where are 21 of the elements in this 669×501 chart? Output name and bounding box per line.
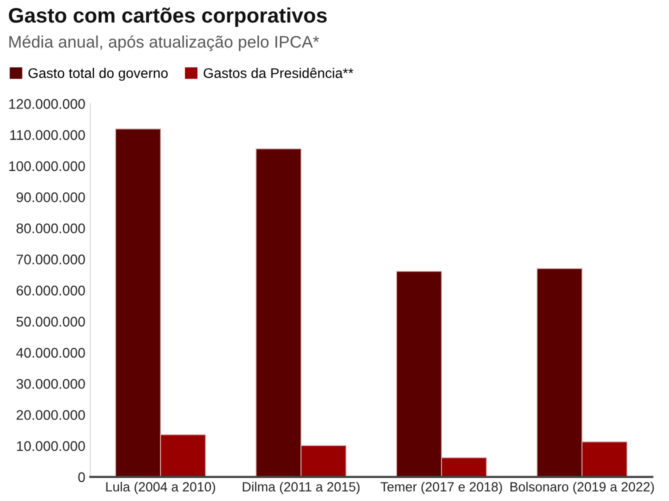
x-tick-label: Dilma (2011 a 2015) xyxy=(242,482,360,494)
y-tick-label: 80.000.000 xyxy=(16,223,85,234)
x-tick-label: Bolsonaro (2019 a 2022) xyxy=(510,482,654,494)
y-tick-label: 100.000.000 xyxy=(9,161,85,172)
chart-subtitle: Média anual, após atualização pelo IPCA* xyxy=(9,35,320,52)
y-tick-label: 90.000.000 xyxy=(16,192,85,202)
y-tick-label: 120.000.000 xyxy=(9,99,85,109)
y-tick-label: 10.000.000 xyxy=(17,441,85,452)
legend-label: Gastos da Presidência** xyxy=(204,68,354,78)
y-tick-label: 0 xyxy=(78,472,85,482)
y-tick-label: 70.000.000 xyxy=(16,254,85,264)
x-tick-label: Lula (2004 a 2010) xyxy=(106,482,216,494)
y-tick-label: 60.000.000 xyxy=(16,286,85,296)
y-tick-label: 50.000.000 xyxy=(16,316,85,327)
y-tick-label: 20.000.000 xyxy=(16,410,85,420)
y-tick-label: 40.000.000 xyxy=(16,348,85,358)
y-tick-label: 110.000.000 xyxy=(10,130,85,140)
y-tick-label: 30.000.000 xyxy=(16,378,85,389)
legend-label: Gasto total do governo xyxy=(28,68,168,81)
chart-title: Gasto com cartões corporativos xyxy=(8,7,327,27)
x-tick-label: Temer (2017 e 2018) xyxy=(380,482,502,494)
